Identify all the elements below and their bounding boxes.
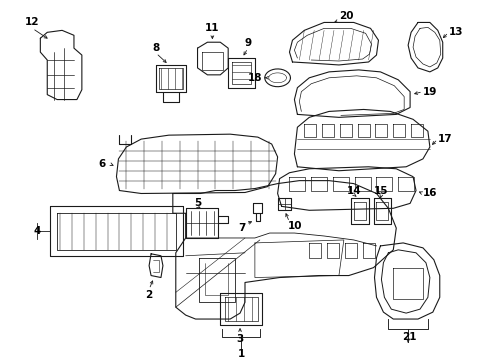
Text: 4: 4 (34, 226, 41, 236)
Text: 14: 14 (346, 185, 360, 195)
Text: 10: 10 (287, 221, 302, 231)
Text: 15: 15 (373, 185, 388, 195)
Text: 13: 13 (447, 27, 462, 37)
Text: 21: 21 (401, 332, 415, 342)
Text: 5: 5 (194, 198, 201, 208)
Text: 2: 2 (145, 290, 152, 300)
Text: 6: 6 (98, 159, 105, 169)
Text: 18: 18 (248, 73, 262, 83)
Text: 7: 7 (238, 223, 245, 233)
Text: 20: 20 (339, 10, 353, 21)
Text: 17: 17 (436, 134, 451, 144)
Text: 19: 19 (422, 87, 436, 96)
Text: 8: 8 (152, 43, 159, 53)
Text: 9: 9 (244, 38, 251, 48)
Text: 16: 16 (422, 189, 436, 198)
Text: 11: 11 (204, 23, 219, 33)
Text: 1: 1 (237, 348, 244, 359)
Text: 3: 3 (236, 334, 243, 344)
Text: 12: 12 (25, 17, 40, 27)
